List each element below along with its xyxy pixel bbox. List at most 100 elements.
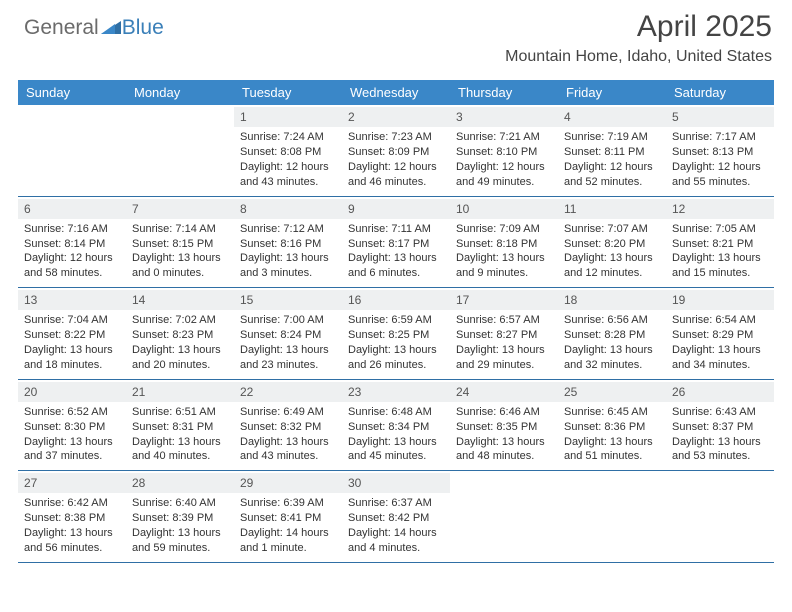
- day-cell: [126, 105, 234, 196]
- day-cell: [558, 471, 666, 562]
- day-details: Sunrise: 6:59 AMSunset: 8:25 PMDaylight:…: [348, 313, 444, 372]
- day-number: 18: [558, 290, 666, 310]
- day-number: 12: [666, 199, 774, 219]
- day-details: Sunrise: 6:39 AMSunset: 8:41 PMDaylight:…: [240, 496, 336, 555]
- day-cell: 4 Sunrise: 7:19 AMSunset: 8:11 PMDaylight…: [558, 105, 666, 196]
- week-row: 13 Sunrise: 7:04 AMSunset: 8:22 PMDayligh…: [18, 288, 774, 380]
- day-details: Sunrise: 6:52 AMSunset: 8:30 PMDaylight:…: [24, 405, 120, 464]
- day-cell: 12 Sunrise: 7:05 AMSunset: 8:21 PMDayligh…: [666, 197, 774, 288]
- logo-text-general: General: [24, 16, 99, 40]
- day-details: Sunrise: 6:46 AMSunset: 8:35 PMDaylight:…: [456, 405, 552, 464]
- logo-text-blue: Blue: [122, 16, 164, 40]
- day-cell: 1 Sunrise: 7:24 AMSunset: 8:08 PMDaylight…: [234, 105, 342, 196]
- day-cell: 27 Sunrise: 6:42 AMSunset: 8:38 PMDayligh…: [18, 471, 126, 562]
- day-details: Sunrise: 6:57 AMSunset: 8:27 PMDaylight:…: [456, 313, 552, 372]
- day-cell: 6 Sunrise: 7:16 AMSunset: 8:14 PMDaylight…: [18, 197, 126, 288]
- day-number: 4: [558, 107, 666, 127]
- day-cell: 3 Sunrise: 7:21 AMSunset: 8:10 PMDaylight…: [450, 105, 558, 196]
- day-cell: 29 Sunrise: 6:39 AMSunset: 8:41 PMDayligh…: [234, 471, 342, 562]
- day-details: Sunrise: 6:40 AMSunset: 8:39 PMDaylight:…: [132, 496, 228, 555]
- weekday-header: Sunday: [18, 80, 126, 105]
- day-details: Sunrise: 7:07 AMSunset: 8:20 PMDaylight:…: [564, 222, 660, 281]
- day-details: Sunrise: 7:05 AMSunset: 8:21 PMDaylight:…: [672, 222, 768, 281]
- day-cell: 9 Sunrise: 7:11 AMSunset: 8:17 PMDaylight…: [342, 197, 450, 288]
- day-number: 23: [342, 382, 450, 402]
- day-number: 1: [234, 107, 342, 127]
- day-details: Sunrise: 6:45 AMSunset: 8:36 PMDaylight:…: [564, 405, 660, 464]
- day-cell: 2Sunrise: 7:23 AMSunset: 8:09 PMDaylight…: [342, 105, 450, 196]
- day-details: Sunrise: 6:37 AMSunset: 8:42 PMDaylight:…: [348, 496, 444, 555]
- day-number: 29: [234, 473, 342, 493]
- day-cell: 25Sunrise: 6:45 AMSunset: 8:36 PMDayligh…: [558, 380, 666, 471]
- day-cell: 13 Sunrise: 7:04 AMSunset: 8:22 PMDayligh…: [18, 288, 126, 379]
- day-details: Sunrise: 7:21 AMSunset: 8:10 PMDaylight:…: [456, 130, 552, 189]
- day-details: Sunrise: 7:23 AMSunset: 8:09 PMDaylight:…: [348, 130, 444, 189]
- weekday-header: Wednesday: [342, 80, 450, 105]
- day-number: 14: [126, 290, 234, 310]
- day-details: Sunrise: 6:56 AMSunset: 8:28 PMDaylight:…: [564, 313, 660, 372]
- day-cell: 24 Sunrise: 6:46 AMSunset: 8:35 PMDayligh…: [450, 380, 558, 471]
- day-number: 7: [126, 199, 234, 219]
- day-number: 17: [450, 290, 558, 310]
- weekday-header: Monday: [126, 80, 234, 105]
- day-details: Sunrise: 6:42 AMSunset: 8:38 PMDaylight:…: [24, 496, 120, 555]
- day-number: 22: [234, 382, 342, 402]
- day-number: 15: [234, 290, 342, 310]
- day-details: Sunrise: 7:19 AMSunset: 8:11 PMDaylight:…: [564, 130, 660, 189]
- day-cell: 10 Sunrise: 7:09 AMSunset: 8:18 PMDayligh…: [450, 197, 558, 288]
- day-cell: [18, 105, 126, 196]
- day-cell: 14 Sunrise: 7:02 AMSunset: 8:23 PMDayligh…: [126, 288, 234, 379]
- day-details: Sunrise: 6:54 AMSunset: 8:29 PMDaylight:…: [672, 313, 768, 372]
- day-details: Sunrise: 7:12 AMSunset: 8:16 PMDaylight:…: [240, 222, 336, 281]
- day-number: 3: [450, 107, 558, 127]
- day-cell: 8Sunrise: 7:12 AMSunset: 8:16 PMDaylight…: [234, 197, 342, 288]
- day-number: 20: [18, 382, 126, 402]
- day-cell: 19 Sunrise: 6:54 AMSunset: 8:29 PMDayligh…: [666, 288, 774, 379]
- day-details: Sunrise: 7:17 AMSunset: 8:13 PMDaylight:…: [672, 130, 768, 189]
- day-number: 26: [666, 382, 774, 402]
- weekday-header: Tuesday: [234, 80, 342, 105]
- day-details: Sunrise: 7:24 AMSunset: 8:08 PMDaylight:…: [240, 130, 336, 189]
- week-row: 6 Sunrise: 7:16 AMSunset: 8:14 PMDaylight…: [18, 197, 774, 289]
- day-details: Sunrise: 7:02 AMSunset: 8:23 PMDaylight:…: [132, 313, 228, 372]
- day-details: Sunrise: 6:43 AMSunset: 8:37 PMDaylight:…: [672, 405, 768, 464]
- day-cell: 30 Sunrise: 6:37 AMSunset: 8:42 PMDayligh…: [342, 471, 450, 562]
- logo: General Blue: [24, 16, 164, 40]
- day-cell: 22Sunrise: 6:49 AMSunset: 8:32 PMDayligh…: [234, 380, 342, 471]
- day-cell: 11 Sunrise: 7:07 AMSunset: 8:20 PMDayligh…: [558, 197, 666, 288]
- location-subtitle: Mountain Home, Idaho, United States: [505, 48, 772, 66]
- day-cell: 18 Sunrise: 6:56 AMSunset: 8:28 PMDayligh…: [558, 288, 666, 379]
- day-details: Sunrise: 7:14 AMSunset: 8:15 PMDaylight:…: [132, 222, 228, 281]
- day-number: 10: [450, 199, 558, 219]
- day-cell: 28Sunrise: 6:40 AMSunset: 8:39 PMDayligh…: [126, 471, 234, 562]
- day-details: Sunrise: 7:16 AMSunset: 8:14 PMDaylight:…: [24, 222, 120, 281]
- day-number: 13: [18, 290, 126, 310]
- day-details: Sunrise: 7:09 AMSunset: 8:18 PMDaylight:…: [456, 222, 552, 281]
- day-cell: 20 Sunrise: 6:52 AMSunset: 8:30 PMDayligh…: [18, 380, 126, 471]
- calendar-body: 1 Sunrise: 7:24 AMSunset: 8:08 PMDaylight…: [18, 105, 774, 563]
- calendar-grid: SundayMondayTuesdayWednesdayThursdayFrid…: [18, 80, 774, 563]
- week-row: 27 Sunrise: 6:42 AMSunset: 8:38 PMDayligh…: [18, 471, 774, 563]
- day-details: Sunrise: 7:04 AMSunset: 8:22 PMDaylight:…: [24, 313, 120, 372]
- weekday-header: Thursday: [450, 80, 558, 105]
- day-number: 27: [18, 473, 126, 493]
- day-cell: 17 Sunrise: 6:57 AMSunset: 8:27 PMDayligh…: [450, 288, 558, 379]
- day-number: 5: [666, 107, 774, 127]
- day-number: 6: [18, 199, 126, 219]
- weekday-header: Friday: [558, 80, 666, 105]
- day-number: 30: [342, 473, 450, 493]
- day-number: 9: [342, 199, 450, 219]
- day-details: Sunrise: 6:51 AMSunset: 8:31 PMDaylight:…: [132, 405, 228, 464]
- day-number: 11: [558, 199, 666, 219]
- day-cell: 5 Sunrise: 7:17 AMSunset: 8:13 PMDaylight…: [666, 105, 774, 196]
- day-number: 24: [450, 382, 558, 402]
- day-cell: [450, 471, 558, 562]
- day-details: Sunrise: 7:11 AMSunset: 8:17 PMDaylight:…: [348, 222, 444, 281]
- day-details: Sunrise: 7:00 AMSunset: 8:24 PMDaylight:…: [240, 313, 336, 372]
- week-row: 1 Sunrise: 7:24 AMSunset: 8:08 PMDaylight…: [18, 105, 774, 197]
- day-number: 19: [666, 290, 774, 310]
- header: General Blue April 2025 Mountain Home, I…: [0, 0, 792, 80]
- day-cell: 7 Sunrise: 7:14 AMSunset: 8:15 PMDaylight…: [126, 197, 234, 288]
- day-cell: 21Sunrise: 6:51 AMSunset: 8:31 PMDayligh…: [126, 380, 234, 471]
- page-title: April 2025: [637, 10, 772, 44]
